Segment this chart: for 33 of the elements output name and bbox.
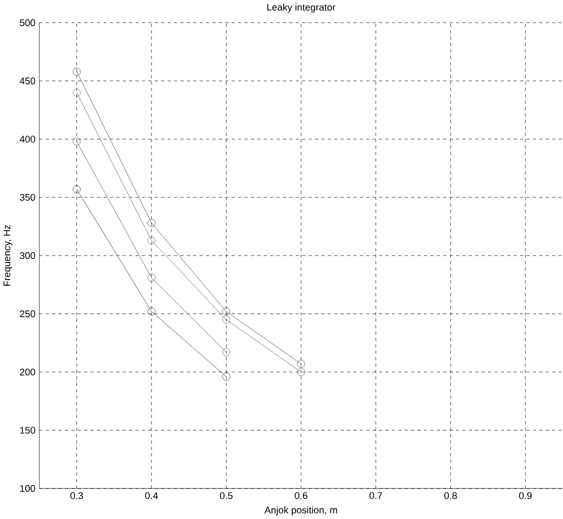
y-tick-label: 400 bbox=[20, 136, 36, 143]
point bbox=[297, 368, 306, 376]
x-tick-label: 0.7 bbox=[370, 492, 382, 500]
y-tick-label: 300 bbox=[20, 252, 36, 260]
point bbox=[148, 308, 156, 316]
point bbox=[148, 219, 156, 227]
x-tick-label: 0.4 bbox=[145, 492, 158, 500]
point bbox=[222, 316, 230, 324]
point bbox=[72, 68, 81, 76]
point bbox=[222, 308, 230, 316]
x-tick-label: 0.6 bbox=[294, 492, 308, 500]
y-tick-label: 250 bbox=[20, 310, 36, 318]
y-tick-label: 450 bbox=[20, 78, 36, 84]
x-axis-title: Anjok position, m bbox=[264, 506, 338, 516]
point bbox=[148, 274, 156, 282]
point bbox=[222, 372, 230, 381]
y-tick-label: 500 bbox=[20, 19, 36, 26]
point bbox=[222, 348, 230, 356]
x-tick-label: 0.9 bbox=[519, 492, 532, 500]
y-axis-title: Frequency, Hz bbox=[4, 225, 12, 286]
point bbox=[72, 138, 81, 146]
y-tick-label: 100 bbox=[20, 485, 36, 492]
x-tick-label: 0.3 bbox=[70, 492, 83, 500]
y-tick-label: 200 bbox=[20, 368, 36, 376]
point bbox=[72, 88, 81, 97]
chart-title: Leaky integrator bbox=[267, 4, 336, 13]
x-tick-label: 0.5 bbox=[220, 492, 233, 500]
y-tick-label: 150 bbox=[20, 426, 36, 434]
point bbox=[72, 185, 81, 194]
point bbox=[297, 360, 306, 368]
y-tick-label: 350 bbox=[20, 194, 36, 201]
x-tick-label: 0.8 bbox=[444, 492, 457, 500]
point bbox=[148, 236, 156, 244]
